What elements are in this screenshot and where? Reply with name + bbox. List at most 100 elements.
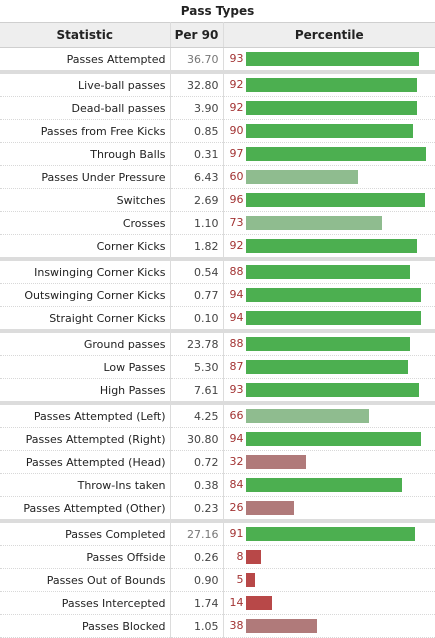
stat-name: Passes Out of Bounds [0, 568, 171, 592]
stat-name: Throw-Ins taken [0, 473, 171, 497]
percentile-value: 32 [229, 455, 244, 468]
percentile-bar [245, 360, 408, 374]
percentile-value: 94 [229, 288, 244, 301]
percentile-cell: 92 [223, 70, 435, 97]
stat-name: Passes Attempted (Right) [0, 427, 171, 451]
percentile-bar [245, 216, 382, 230]
percentile-cell: 66 [223, 401, 435, 428]
percentile-cell: 32 [223, 450, 435, 474]
table-caption: Pass Types [0, 0, 435, 22]
per90-value: 1.05 [170, 614, 224, 638]
stat-name: Passes Attempted (Head) [0, 450, 171, 474]
table-row: Through Balls 0.31 97 [0, 142, 435, 166]
percentile-cell: 60 [223, 165, 435, 189]
per90-value: 0.23 [170, 496, 224, 522]
percentile-cell: 8 [223, 545, 435, 569]
percentile-cell: 93 [223, 47, 435, 73]
table-row: Switches 2.69 96 [0, 188, 435, 212]
percentile-value: 90 [229, 124, 244, 137]
percentile-value: 92 [229, 101, 244, 114]
per90-value: 0.90 [170, 568, 224, 592]
percentile-value: 94 [229, 311, 244, 324]
table-row: Straight Corner Kicks 0.10 94 [0, 306, 435, 332]
percentile-value: 93 [229, 383, 244, 396]
table-body: Passes Attempted 36.70 93 Live-ball passes 3… [0, 47, 435, 638]
percentile-bar [245, 409, 369, 423]
percentile-cell: 94 [223, 283, 435, 307]
stat-name: Crosses [0, 211, 171, 235]
table-row: Passes Offside 0.26 8 [0, 545, 435, 569]
percentile-cell: 91 [223, 519, 435, 546]
table-row: Passes Attempted (Right) 30.80 94 [0, 427, 435, 451]
percentile-bar [245, 170, 358, 184]
table-row: Passes Attempted 36.70 93 [0, 47, 435, 73]
percentile-bar [245, 337, 410, 351]
per90-value: 0.85 [170, 119, 224, 143]
stat-name: Passes Attempted (Left) [0, 401, 171, 428]
table-row: Passes from Free Kicks 0.85 90 [0, 119, 435, 143]
percentile-cell: 92 [223, 234, 435, 260]
table-row: High Passes 7.61 93 [0, 378, 435, 404]
per90-value: 2.69 [170, 188, 224, 212]
percentile-bar [245, 52, 419, 66]
per90-value: 23.78 [170, 329, 224, 356]
table-row: Low Passes 5.30 87 [0, 355, 435, 379]
percentile-value: 88 [229, 265, 244, 278]
per90-value: 27.16 [170, 519, 224, 546]
stat-name: Low Passes [0, 355, 171, 379]
percentile-bar [245, 193, 425, 207]
per90-value: 0.77 [170, 283, 224, 307]
percentile-value: 26 [229, 501, 244, 514]
stat-name: Inswinging Corner Kicks [0, 257, 171, 284]
percentile-value: 94 [229, 432, 244, 445]
stat-name: Passes Attempted (Other) [0, 496, 171, 522]
percentile-bar [245, 383, 419, 397]
percentile-cell: 94 [223, 306, 435, 332]
percentile-bar [245, 527, 415, 541]
header-percentile[interactable]: Percentile [223, 22, 435, 48]
percentile-cell: 90 [223, 119, 435, 143]
percentile-bar [245, 101, 417, 115]
per90-value: 7.61 [170, 378, 224, 404]
table-row: Dead-ball passes 3.90 92 [0, 96, 435, 120]
percentile-value: 5 [236, 573, 244, 586]
percentile-value: 88 [229, 337, 244, 350]
per90-value: 30.80 [170, 427, 224, 451]
percentile-value: 66 [229, 409, 244, 422]
percentile-bar [245, 288, 421, 302]
stat-name: Dead-ball passes [0, 96, 171, 120]
percentile-cell: 26 [223, 496, 435, 522]
stat-name: Passes Completed [0, 519, 171, 546]
percentile-value: 96 [229, 193, 244, 206]
table-row: Passes Attempted (Head) 0.72 32 [0, 450, 435, 474]
stat-name: Passes Blocked [0, 614, 171, 638]
percentile-value: 92 [229, 239, 244, 252]
percentile-cell: 94 [223, 427, 435, 451]
stat-name: High Passes [0, 378, 171, 404]
percentile-bar [245, 455, 306, 469]
percentile-cell: 38 [223, 614, 435, 638]
percentile-cell: 96 [223, 188, 435, 212]
percentile-value: 92 [229, 78, 244, 91]
percentile-cell: 73 [223, 211, 435, 235]
percentile-bar [245, 573, 255, 587]
per90-value: 1.82 [170, 234, 224, 260]
table-row: Live-ball passes 32.80 92 [0, 70, 435, 97]
per90-value: 0.26 [170, 545, 224, 569]
table-row: Passes Under Pressure 6.43 60 [0, 165, 435, 189]
stat-name: Passes from Free Kicks [0, 119, 171, 143]
header-row: Statistic Per 90 Percentile [0, 22, 435, 48]
percentile-cell: 97 [223, 142, 435, 166]
per90-value: 0.38 [170, 473, 224, 497]
per90-value: 0.54 [170, 257, 224, 284]
header-per90[interactable]: Per 90 [170, 22, 224, 48]
percentile-cell: 14 [223, 591, 435, 615]
percentile-cell: 87 [223, 355, 435, 379]
header-statistic[interactable]: Statistic [0, 22, 171, 48]
stat-name: Ground passes [0, 329, 171, 356]
percentile-bar [245, 596, 272, 610]
per90-value: 6.43 [170, 165, 224, 189]
table-row: Passes Blocked 1.05 38 [0, 614, 435, 638]
percentile-cell: 88 [223, 329, 435, 356]
percentile-cell: 92 [223, 96, 435, 120]
